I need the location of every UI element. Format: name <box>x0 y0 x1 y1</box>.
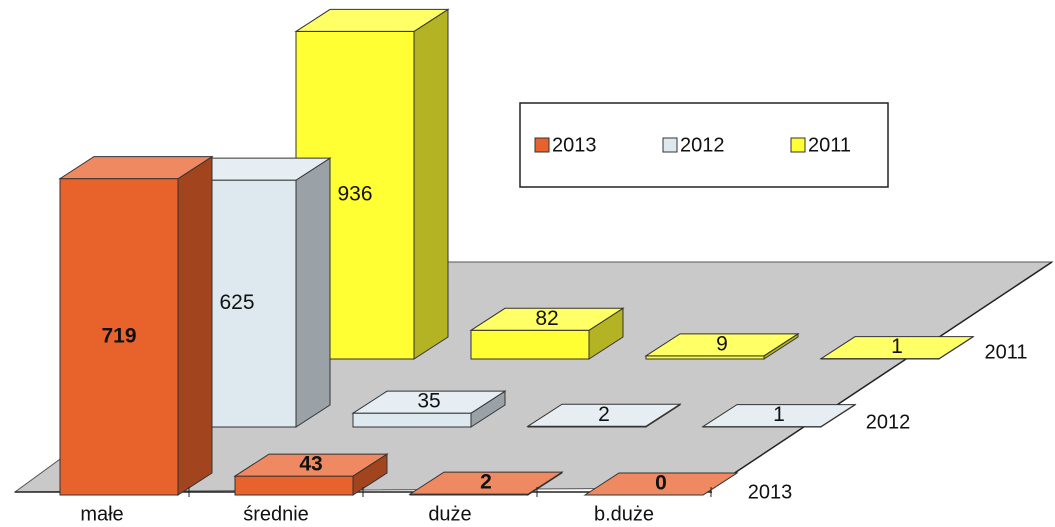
depth-axis <box>711 261 1053 489</box>
value-label: 1 <box>891 335 903 358</box>
bar-top <box>58 156 214 180</box>
value-label: 936 <box>337 183 372 206</box>
bar-front <box>352 412 472 428</box>
bar-front <box>59 178 179 496</box>
value-label: 0 <box>655 472 667 495</box>
bar-top <box>408 471 564 495</box>
depth-tick-label: 2013 <box>748 481 793 503</box>
bar-top <box>351 390 507 414</box>
depth-tick-label: 2011 <box>984 341 1027 363</box>
bar-top <box>294 8 450 32</box>
legend <box>519 102 889 188</box>
bar-side <box>295 157 331 428</box>
bar-top <box>583 472 739 496</box>
bar-top <box>526 403 682 427</box>
legend-swatch <box>662 137 678 153</box>
bar-side <box>177 155 213 496</box>
bar-side <box>413 8 449 360</box>
bar-top <box>701 404 857 428</box>
bar-front <box>470 329 590 360</box>
legend-label: 2012 <box>680 134 725 156</box>
bar-top <box>233 453 389 477</box>
value-label: 2 <box>598 403 610 426</box>
bar-front <box>234 475 354 496</box>
legend-label: 2013 <box>552 134 597 156</box>
x-tick-label: b.duże <box>594 503 654 525</box>
value-label: 82 <box>535 307 558 330</box>
value-label: 1 <box>773 403 785 426</box>
legend-label: 2011 <box>808 134 851 156</box>
x-tick-label: średnie <box>243 503 309 525</box>
value-label: 43 <box>299 453 322 476</box>
value-label: 35 <box>417 390 440 413</box>
bar-top <box>469 307 625 331</box>
value-label: 719 <box>101 324 136 347</box>
value-label: 625 <box>219 291 254 314</box>
value-label: 2 <box>480 471 492 494</box>
bar-top <box>644 333 800 357</box>
legend-swatch <box>534 137 550 153</box>
value-label: 9 <box>716 332 728 355</box>
x-tick-label: duże <box>428 503 471 525</box>
bar-top <box>819 336 975 360</box>
depth-tick-label: 2012 <box>866 411 911 433</box>
legend-swatch <box>790 137 806 153</box>
x-tick-label: małe <box>80 503 123 525</box>
